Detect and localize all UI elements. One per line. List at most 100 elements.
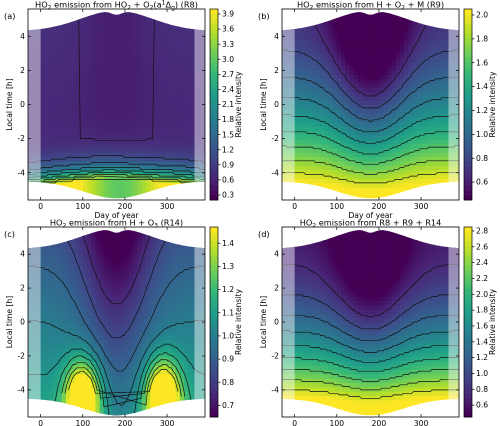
heat-cell [70,160,75,166]
heat-cell [442,143,447,149]
heat-cell [95,291,101,297]
heat-cell [167,147,172,153]
heat-cell [171,61,177,67]
heat-cell [171,182,177,188]
heat-cell [78,186,84,192]
heat-cell [32,178,38,184]
heat-cell [158,143,164,149]
heat-cell [311,147,317,153]
heat-cell [95,108,101,114]
heat-cell [188,100,193,106]
heat-cell [74,74,80,80]
heat-cell [116,291,122,297]
heat-cell [124,382,130,388]
heat-cell [78,378,84,384]
heat-cell [44,244,50,250]
heat-cell [200,104,205,110]
heat-cell [36,395,42,401]
heat-cell [433,91,439,97]
heat-cell [374,126,380,132]
heat-cell [171,100,177,106]
heat-cell [311,69,317,75]
heat-cell [433,13,439,19]
heat-cell [53,313,59,319]
heat-cell [429,95,435,101]
heat-cell [78,391,84,397]
heat-cell [315,48,321,54]
heat-cell [137,160,143,166]
heat-cell [336,52,342,58]
heat-cell [129,391,134,397]
heat-cell [40,74,46,80]
heat-cell [183,74,189,80]
heat-cell [70,391,75,397]
heat-cell [158,152,164,158]
heat-cell [370,191,376,197]
heat-cell [349,186,355,192]
heat-cell [61,274,67,280]
heat-cell [290,134,296,140]
heat-cell [112,252,118,258]
heat-cell [349,52,355,58]
heat-cell [175,191,181,197]
heat-cell [146,56,151,62]
heat-cell [61,48,67,54]
heat-cell [112,239,118,245]
heat-cell [400,74,405,80]
heat-cell [408,165,414,171]
heat-cell [40,186,46,192]
heat-cell [387,78,393,84]
heat-cell [82,130,88,136]
heat-cell [129,147,134,153]
heat-cell [286,126,292,132]
heat-cell [408,74,414,80]
heat-cell [57,283,63,289]
heat-cell [387,143,393,149]
heat-cell [353,43,359,49]
heat-cell [44,178,50,184]
heat-cell [61,182,67,188]
heat-cell [40,317,46,323]
heat-cell [400,95,405,101]
heat-cell [129,404,134,409]
heat-cell [116,322,122,327]
heat-cell [286,134,292,140]
heat-cell [82,43,88,49]
heat-cell [129,317,134,323]
heat-cell [112,56,118,62]
heat-cell [28,17,33,23]
heat-cell [400,100,405,106]
heat-cell [78,248,84,254]
heat-cell [429,22,435,27]
heat-cell [28,165,33,171]
heat-cell [349,173,355,179]
heat-cell [362,182,367,188]
heat-cell [141,191,147,197]
heat-cell [150,65,156,71]
heat-cell [196,87,202,93]
heat-cell [28,156,33,162]
heat-cell [349,100,355,106]
heat-cell [158,178,164,184]
heat-cell [40,244,46,250]
heat-cell [311,39,317,45]
heat-cell [129,87,134,93]
heat-cell [87,139,92,145]
heat-cell [298,87,304,93]
heat-cell [167,178,172,184]
heat-cell [49,252,54,258]
heat-cell [421,13,426,19]
heat-cell [183,160,189,166]
heat-cell [446,152,452,158]
heat-cell [120,100,126,106]
heat-cell [188,35,193,40]
colorbar-segment [210,56,218,62]
heat-cell [65,386,71,392]
heat-cell [36,182,42,188]
heat-cell [74,404,80,409]
heat-cell [129,343,134,349]
colorbar-segment [464,180,472,187]
heat-cell [150,156,156,162]
heat-cell [290,82,296,88]
